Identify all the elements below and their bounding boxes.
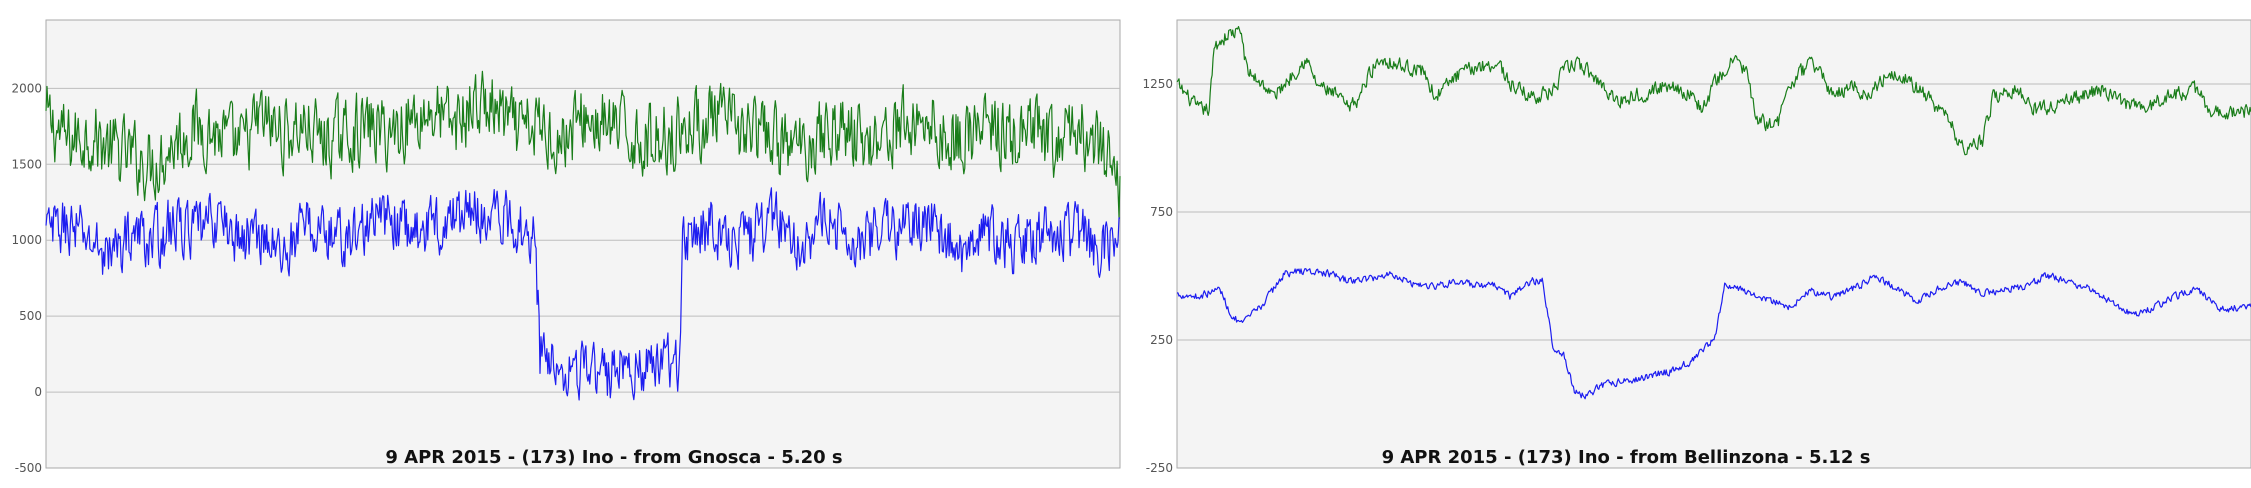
plot-area <box>1176 19 2251 469</box>
chart-bellinzona: -250 250 750 1250 9 APR 2015 - (173) Ino - … <box>1142 19 2251 475</box>
y-tick-label: 1250 <box>1142 77 1173 91</box>
y-tick-label: 1500 <box>11 157 42 171</box>
y-tick-label: -500 <box>15 461 42 475</box>
y-tick-label: -250 <box>1146 461 1173 475</box>
y-tick-label: 2000 <box>11 81 42 95</box>
chart-title: 9 APR 2015 - (173) Ino - from Bellinzona… <box>1382 447 1871 468</box>
y-tick-label: 0 <box>34 385 42 399</box>
green-series-line <box>1176 26 2251 156</box>
blue-series-line <box>45 187 1121 401</box>
series-group <box>1176 26 2251 400</box>
y-tick-labels: -250 250 750 1250 <box>1142 77 1173 475</box>
y-tick-label: 250 <box>1150 333 1173 347</box>
chart-title: 9 APR 2015 - (173) Ino - from Gnosca - 5… <box>385 447 842 468</box>
y-tick-labels: -500 0 500 1000 1500 2000 <box>11 81 42 475</box>
plot-area <box>45 19 1121 469</box>
y-tick-label: 750 <box>1150 205 1173 219</box>
chart-gnosca: -500 0 500 1000 1500 2000 9 APR 2015 - (173) … <box>11 19 1121 475</box>
green-series-line <box>45 70 1121 219</box>
y-tick-label: 500 <box>19 309 42 323</box>
series-group <box>45 70 1121 401</box>
y-tick-label: 1000 <box>11 233 42 247</box>
blue-series-line <box>1176 268 2251 400</box>
gridlines <box>46 87 1120 393</box>
